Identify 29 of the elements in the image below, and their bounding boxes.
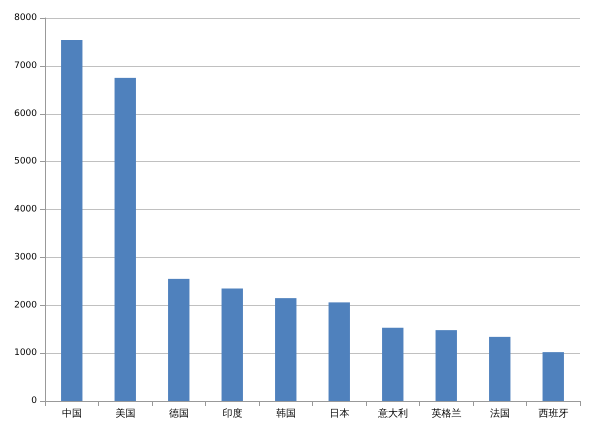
- x-tick-label: 日本: [329, 408, 350, 420]
- y-tick-label: 5000: [14, 156, 38, 167]
- x-tick-label: 韩国: [276, 408, 296, 420]
- bar: [61, 40, 82, 401]
- y-tick-label: 1000: [14, 348, 38, 358]
- y-tick-label: 4000: [14, 204, 38, 214]
- bar: [168, 278, 190, 401]
- x-tick-label: 法国: [490, 408, 510, 420]
- x-tick-label: 德国: [168, 408, 189, 420]
- x-tick-label: 印度: [222, 408, 242, 420]
- bar: [489, 336, 510, 401]
- y-tick-label: 0: [31, 396, 38, 406]
- x-tick-label: 美国: [115, 408, 136, 420]
- bar: [436, 330, 457, 401]
- y-tick-label: 6000: [14, 108, 38, 119]
- y-tick-label: 8000: [14, 13, 38, 23]
- bar: [114, 78, 136, 401]
- x-tick-label: 英格兰: [431, 408, 462, 420]
- bar: [275, 298, 296, 401]
- bar: [542, 352, 564, 401]
- x-tick-label: 意大利: [376, 408, 408, 420]
- bar: [222, 288, 243, 401]
- bar: [382, 328, 404, 401]
- bar: [328, 302, 350, 401]
- y-tick-label: 7000: [14, 60, 38, 71]
- x-tick-label: 中国: [62, 408, 82, 420]
- y-tick-label: 2000: [14, 300, 38, 310]
- y-tick-label: 3000: [14, 252, 38, 262]
- x-tick-label: 西班牙: [538, 408, 568, 420]
